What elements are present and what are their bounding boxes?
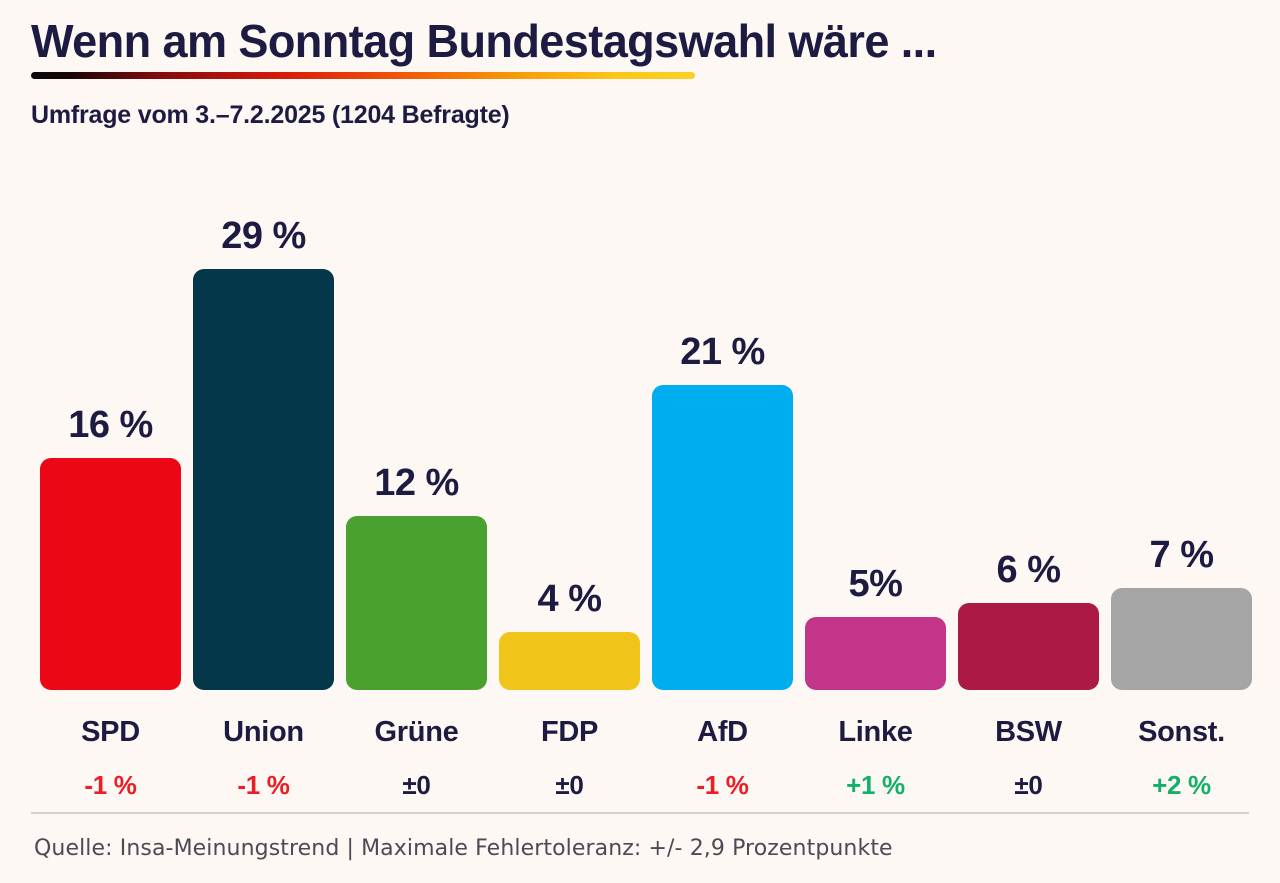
bar-afd[interactable] xyxy=(652,385,793,690)
bar-spd[interactable] xyxy=(40,458,181,690)
bar-category-label: Linke xyxy=(838,716,913,748)
bar-group: 5% Linke +1 % xyxy=(805,0,946,883)
bar-fdp[interactable] xyxy=(499,632,640,690)
bar-union[interactable] xyxy=(193,269,334,690)
bar-change-label: +1 % xyxy=(846,770,905,800)
footer-divider xyxy=(31,812,1249,814)
bar-value-label: 7 % xyxy=(1149,534,1214,576)
bar-linke[interactable] xyxy=(805,617,946,690)
bar-category-label: BSW xyxy=(995,716,1062,748)
bar-change-label: +2 % xyxy=(1152,770,1211,800)
bar-category-label: FDP xyxy=(540,716,599,748)
bar-bsw[interactable] xyxy=(958,603,1099,690)
page-title: Wenn am Sonntag Bundestagswahl wäre ... xyxy=(31,15,937,67)
bar-change-label: -1 % xyxy=(237,770,290,800)
bar-category-label: Grüne xyxy=(374,716,459,748)
bar-value-label: 12 % xyxy=(374,462,459,504)
bar-group: 12 % Grüne ±0 xyxy=(346,0,487,883)
bar-change-label: -1 % xyxy=(696,770,749,800)
bar-change-label: ±0 xyxy=(402,770,431,800)
bar-group: 29 % Union -1 % xyxy=(193,0,334,883)
bar-category-label: Union xyxy=(223,716,304,748)
bar-group: 4 % FDP ±0 xyxy=(499,0,640,883)
bar-change-label: ±0 xyxy=(555,770,584,800)
bar-group: 16 % SPD -1 % xyxy=(40,0,181,883)
bar-sonst[interactable] xyxy=(1111,588,1252,690)
bar-value-label: 6 % xyxy=(996,549,1061,591)
chart-subtitle: Umfrage vom 3.–7.2.2025 (1204 Befragte) xyxy=(31,101,510,129)
bar-category-label: SPD xyxy=(81,716,140,748)
bar-value-label: 4 % xyxy=(537,578,602,620)
source-note: Quelle: Insa-Meinungstrend | Maximale Fe… xyxy=(34,836,893,861)
bar-category-label: Sonst. xyxy=(1138,716,1225,748)
bar-change-label: -1 % xyxy=(84,770,137,800)
bar-category-label: AfD xyxy=(697,716,748,748)
bar-group: 6 % BSW ±0 xyxy=(958,0,1099,883)
bar-value-label: 16 % xyxy=(68,404,153,446)
chart-header: Wenn am Sonntag Bundestagswahl wäre ... … xyxy=(31,18,1251,130)
bar-group: 21 % AfD -1 % xyxy=(652,0,793,883)
bar-value-label: 29 % xyxy=(221,215,306,257)
bar-value-label: 5% xyxy=(848,563,903,605)
bar-value-label: 21 % xyxy=(680,331,765,373)
bar-group: 7 % Sonst. +2 % xyxy=(1111,0,1252,883)
title-underline-german-flag xyxy=(31,72,695,79)
bar-gr-ne[interactable] xyxy=(346,516,487,690)
bar-change-label: ±0 xyxy=(1014,770,1043,800)
